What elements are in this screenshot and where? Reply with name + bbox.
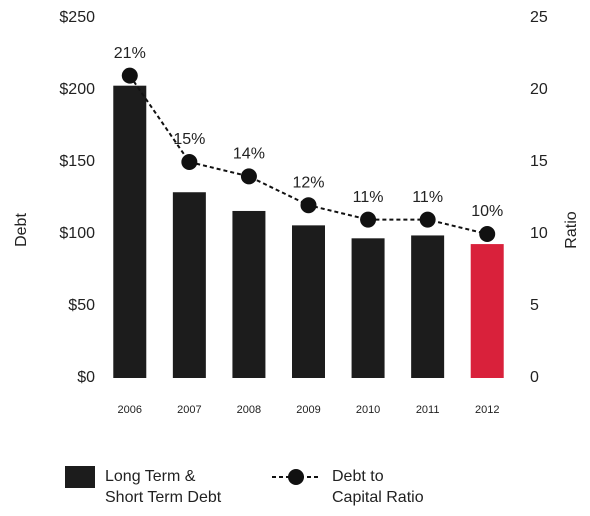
y2-axis-label: Ratio xyxy=(563,211,580,248)
y-axis-label: Debt xyxy=(13,213,30,247)
line-marker xyxy=(121,67,138,84)
y-tick-label: $50 xyxy=(68,297,95,314)
y2-tick-label: 25 xyxy=(530,9,548,26)
legend-label: Debt to Capital Ratio xyxy=(332,468,424,506)
bar xyxy=(292,225,325,378)
x-tick-label: 2006 xyxy=(118,404,142,416)
y2-tick-label: 15 xyxy=(530,153,548,170)
y-tick-label: $150 xyxy=(59,153,95,170)
data-label: 15% xyxy=(173,131,205,148)
data-label: 10% xyxy=(471,203,503,220)
legend-swatch-bar xyxy=(65,466,95,488)
bar xyxy=(470,244,504,378)
bar xyxy=(351,238,385,378)
data-label: 21% xyxy=(114,45,146,62)
x-tick-label: 2007 xyxy=(177,404,201,416)
bar xyxy=(113,85,147,379)
bar xyxy=(172,192,206,378)
y2-tick-label: 10 xyxy=(530,225,548,242)
line-marker xyxy=(240,168,257,185)
y-tick-label: $100 xyxy=(59,225,95,242)
line-marker xyxy=(181,154,198,170)
y2-tick-label: 5 xyxy=(530,297,539,314)
data-label: 12% xyxy=(292,174,324,191)
line-marker xyxy=(300,197,317,214)
legend-swatch-marker xyxy=(288,469,304,485)
bar xyxy=(232,210,266,378)
y2-tick-label: 20 xyxy=(530,81,548,98)
data-label: 11% xyxy=(353,189,384,206)
x-tick-label: 2011 xyxy=(416,404,440,416)
bar xyxy=(411,235,445,378)
x-tick-label: 2009 xyxy=(296,404,320,416)
x-tick-label: 2010 xyxy=(356,404,380,416)
y-tick-label: $0 xyxy=(77,369,95,386)
x-tick-label: 2012 xyxy=(475,404,499,416)
y-tick-label: $250 xyxy=(59,9,95,26)
y2-tick-label: 0 xyxy=(530,369,539,386)
line-marker xyxy=(360,211,377,228)
y-tick-label: $200 xyxy=(59,81,95,98)
x-tick-label: 2008 xyxy=(237,404,261,416)
legend-label: Long Term & Short Term Debt xyxy=(105,468,222,506)
line-marker xyxy=(479,226,496,242)
data-label: 14% xyxy=(233,146,265,163)
line-marker xyxy=(419,211,436,228)
data-label: 11% xyxy=(412,189,443,206)
